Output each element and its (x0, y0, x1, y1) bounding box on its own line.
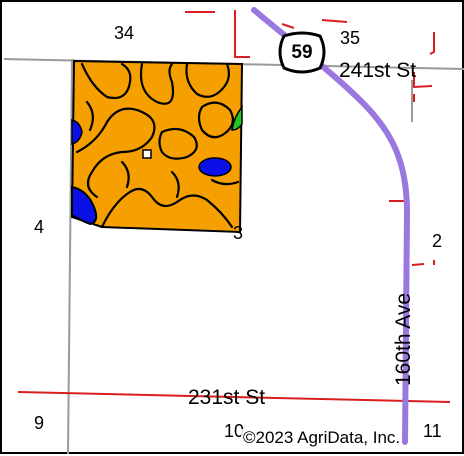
section-number-4: 4 (34, 217, 45, 237)
section-number-35: 35 (340, 28, 361, 48)
road-tick-right-1 (413, 72, 433, 89)
road-tick-top-2 (234, 10, 250, 58)
section-number-10: 10 (224, 421, 245, 441)
road-label-241st-st[interactable]: 241st St (339, 59, 417, 82)
section-line-west (67, 58, 73, 455)
section-number-34: 34 (114, 23, 135, 43)
road-tick-top-4 (321, 19, 348, 23)
copyright-notice: ©2023 AgriData, Inc. (241, 428, 403, 447)
soil-boundaries (75, 62, 240, 229)
water-patch-west (71, 185, 98, 226)
highway-shield-number: 59 (291, 42, 313, 63)
water-patch-center (198, 157, 232, 177)
section-number-2: 2 (432, 231, 443, 251)
road-tick-top-5 (429, 32, 435, 55)
section-number-11: 11 (423, 421, 442, 441)
section-number-9: 9 (34, 413, 45, 433)
county-roads (17, 10, 451, 403)
road-label-231st-st[interactable]: 231st St (188, 386, 266, 409)
vegetation-patch (231, 104, 243, 131)
road-tick-top-3 (281, 23, 295, 29)
us-highway-shield-icon[interactable] (278, 31, 326, 74)
water-patch-northwest (71, 119, 83, 145)
road-231st-st (17, 391, 451, 403)
field-building-marker (142, 149, 152, 159)
section-number-3: 3 (233, 223, 244, 243)
field-parcel[interactable] (70, 59, 244, 234)
road-tick-right-5 (411, 263, 425, 266)
road-label-160th-ave[interactable]: 160th Ave (392, 292, 415, 386)
field-boundary (70, 59, 244, 234)
